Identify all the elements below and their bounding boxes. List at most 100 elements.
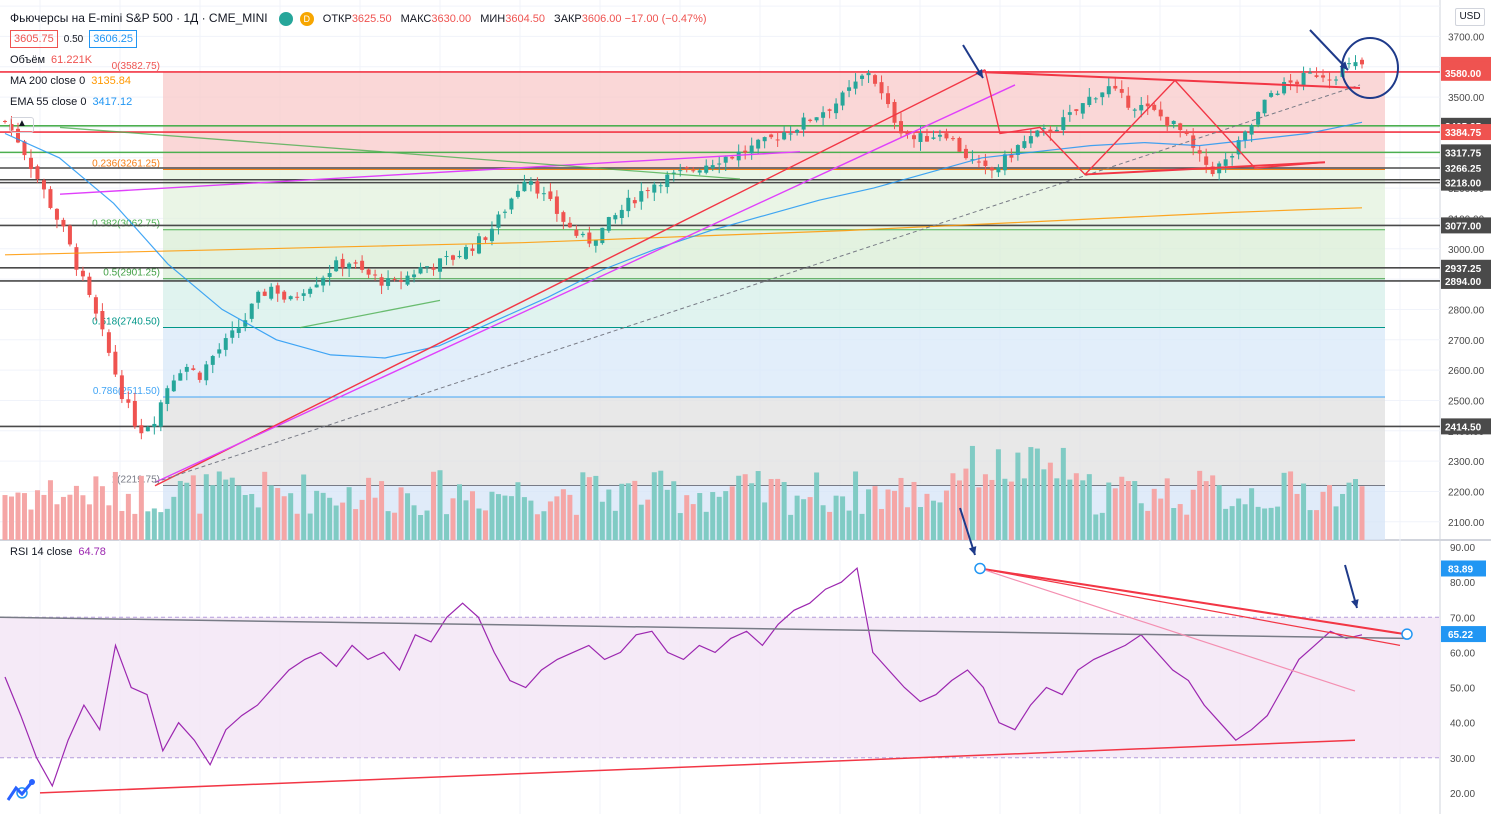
candle-body [347,263,352,269]
candle-body [145,427,150,432]
volume-bar [1346,482,1352,540]
volume-bar [1151,488,1157,540]
price-axis-badge-label: 2414.50 [1445,422,1482,433]
ma200-legend[interactable]: MA 200 close 0 3135.84 [10,71,707,92]
candle-body [710,165,715,169]
candle-body [1139,104,1144,111]
volume-bar [275,488,281,540]
candlesticks [3,55,1364,440]
candle-body [541,193,546,195]
currency-button[interactable]: USD [1455,8,1485,26]
eye-icon[interactable] [278,12,293,27]
fib-level-label: 0.786(2511.50) [93,386,160,397]
volume-bar [710,492,716,540]
volume-bar [651,472,657,540]
volume-bar [216,471,222,540]
volume-bar [1073,473,1079,540]
volume-bar [736,475,742,540]
volume-bar [28,509,34,540]
volume-bar [1333,506,1339,540]
price-tick-label: 3000.00 [1448,245,1485,256]
candle-body [814,117,819,121]
volume-bar [320,492,326,540]
rsi-tick-label: 60.00 [1450,648,1475,659]
price-axis-badge [1441,174,1491,191]
volume-bar [969,445,975,540]
candle-body [1282,81,1287,94]
volume-bar [1255,506,1261,540]
volume-bar [1138,503,1144,540]
volume-bar [301,474,307,540]
rsi-legend[interactable]: RSI 14 close 64.78 [10,546,106,558]
volume-bar [444,514,450,540]
candle-body [1360,59,1364,65]
candle-body [1145,103,1150,107]
candle-body [1210,166,1215,175]
price-axis-badge-label: 2937.25 [1445,264,1482,275]
candle-body [1262,99,1267,114]
volume-bar [541,511,547,540]
volume-bar [638,504,644,540]
volume-legend[interactable]: Объём 61.221K [10,50,707,71]
candle-body [1002,154,1007,171]
volume-bar [450,498,456,540]
candle-body [821,112,826,118]
candle-body [1184,132,1189,135]
ema55-legend[interactable]: EMA 55 close 0 3417.12 [10,92,707,113]
candle-body [67,225,72,245]
support-line [1084,161,1326,176]
symbol-title[interactable]: Фьючерсы на E-mini S&P 500 · 1Д · CME_MI… [10,11,268,25]
close-value: 3606.00 −17.00 (−0.47%) [581,13,707,25]
candle-body [1308,72,1313,74]
volume-bar [502,495,508,540]
candle-body [1314,75,1319,77]
candle-body [184,366,189,372]
candle-body [574,229,579,236]
close-label: ЗАКР [554,13,582,25]
candle-body [1152,104,1157,110]
ask-price-button[interactable]: 3606.25 [89,30,137,48]
candle-body [535,181,540,194]
candle-body [243,320,248,327]
volume-bar [528,500,534,540]
candle-body [119,375,124,400]
rsi-axis-badge [1441,626,1486,643]
volume-bar [164,508,170,540]
ma200-label: MA 200 close 0 [10,75,86,87]
volume-bar [15,492,21,540]
volume-bar [807,497,813,540]
bid-price-button[interactable]: 3605.75 [10,30,58,48]
volume-bar [456,484,462,540]
candle-body [1080,103,1085,114]
volume-bar [1268,507,1274,540]
candle-body [1158,109,1163,117]
volume-bar [703,511,709,540]
candle-body [652,184,657,193]
volume-bar [47,480,53,540]
candle-body [392,279,397,281]
rsi-trend-pink [979,567,1356,692]
rsi-tick-label: 40.00 [1450,719,1475,730]
rsi-tick-label: 50.00 [1450,684,1475,695]
interval-badge[interactable]: D [299,12,314,27]
volume-bar [820,505,826,540]
candle-body [522,181,527,192]
volume-bar [749,483,755,540]
fib-zone [163,327,1385,397]
volume-bar [99,486,105,540]
volume-bar [580,472,586,540]
candle-body [665,174,670,188]
volume-bar [1093,514,1099,540]
volume-bar [905,507,911,540]
candle-body [35,166,40,179]
volume-bar [1164,478,1170,540]
tradingview-logo-icon[interactable] [6,778,36,804]
chevron-up-icon[interactable]: ▲ [10,117,34,133]
volume-bar [346,487,352,540]
ema55-label: EMA 55 close 0 [10,96,87,108]
candle-body [950,138,955,140]
rsi-value: 64.78 [78,546,106,558]
price-axis-badge [1441,272,1491,289]
candle-body [9,124,14,131]
